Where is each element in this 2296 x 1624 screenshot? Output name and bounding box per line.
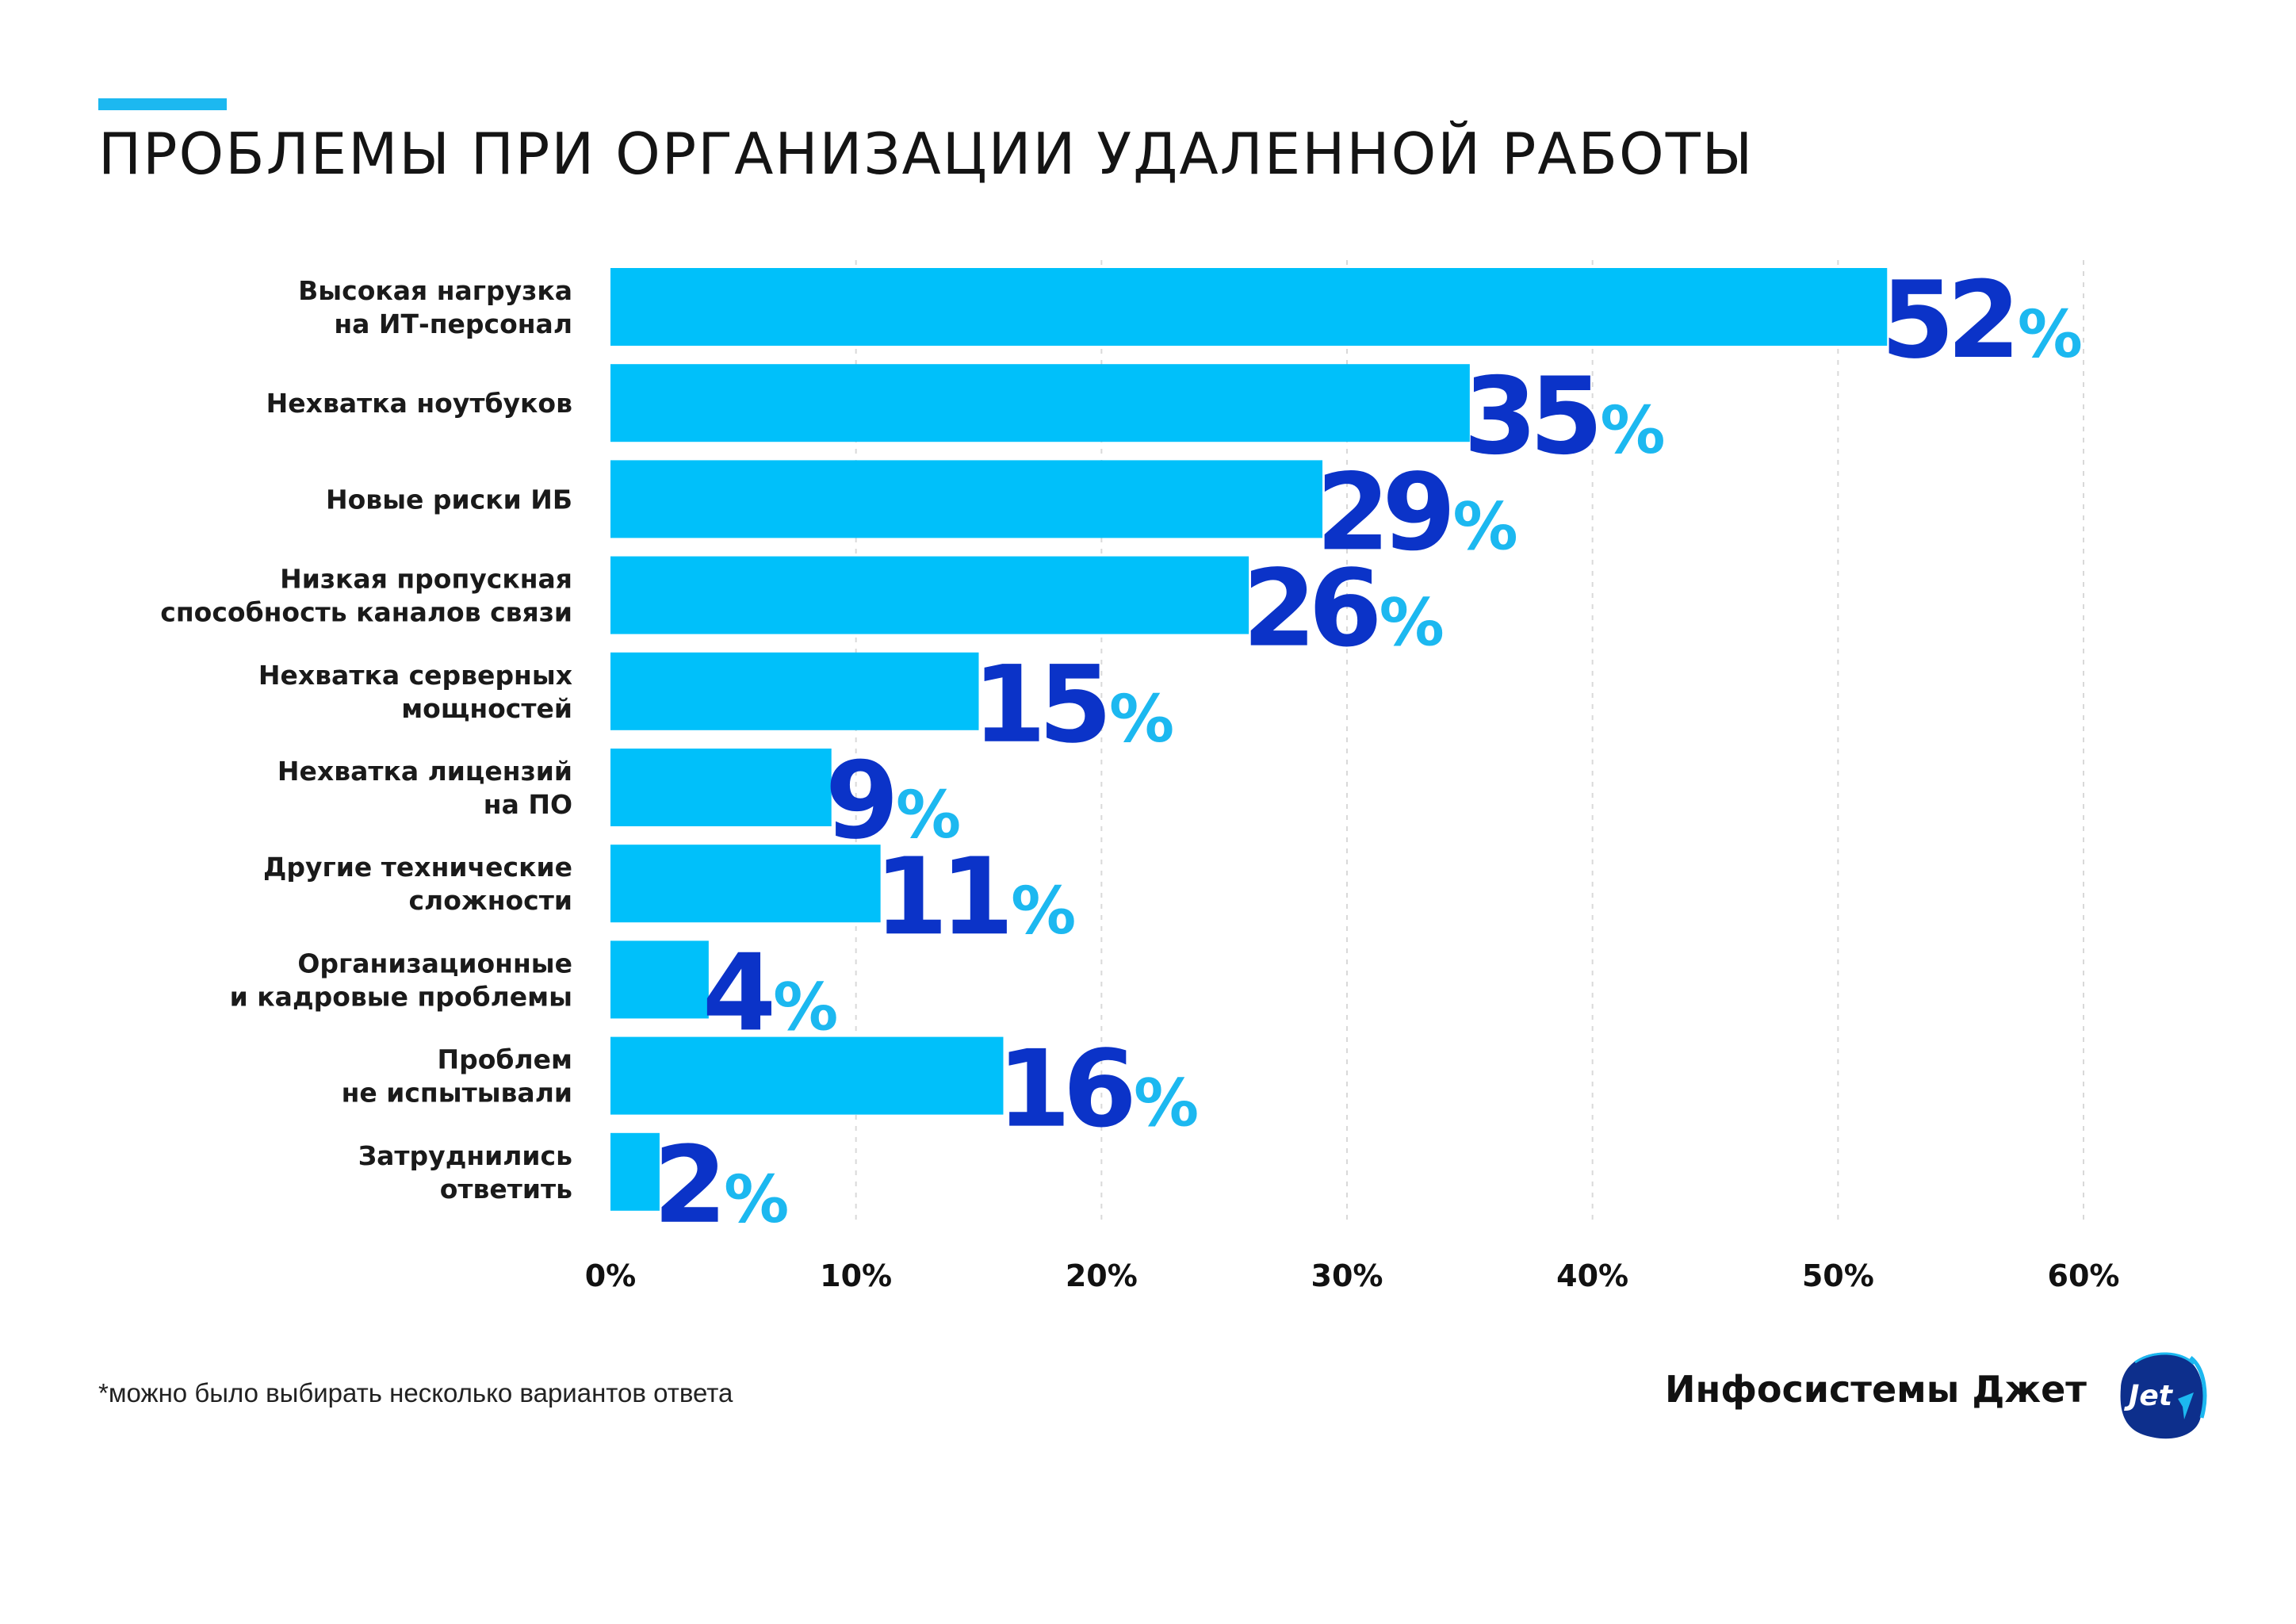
logo-text: Jet (2124, 1380, 2174, 1412)
category-label: Нехватка лицензий (277, 756, 572, 787)
value-percent-sign: % (724, 1162, 787, 1238)
page-title: ПРОБЛЕМЫ ПРИ ОРГАНИЗАЦИИ УДАЛЕННОЙ РАБОТ… (98, 121, 1755, 187)
value-label: 4% (702, 931, 836, 1055)
bar (610, 460, 1323, 538)
x-tick-label: 20% (1066, 1258, 1138, 1293)
title-accent-line (98, 98, 227, 110)
category-label: на ПО (484, 789, 572, 820)
bar (610, 1132, 660, 1211)
value-label: 2% (653, 1124, 787, 1247)
bar (610, 940, 709, 1019)
value-percent-sign: % (773, 970, 836, 1045)
value-percent-sign: % (1134, 1067, 1197, 1142)
category-label: Затруднились (358, 1140, 572, 1171)
category-label: Низкая пропускная (280, 564, 572, 595)
x-tick-label: 0% (585, 1258, 637, 1293)
bar (610, 556, 1249, 634)
category-label: не испытывали (342, 1078, 572, 1109)
bar (610, 652, 979, 730)
x-tick-label: 60% (2048, 1258, 2120, 1293)
bar (610, 749, 832, 826)
value-percent-sign: % (2018, 297, 2081, 373)
value-percent-sign: % (1453, 489, 1517, 565)
category-label: Новые риски ИБ (326, 484, 572, 515)
value-percent-sign: % (1011, 874, 1074, 949)
category-label: и кадровые проблемы (230, 981, 572, 1012)
footnote: *можно было выбирать несколько вариантов… (98, 1378, 733, 1408)
category-label: Проблем (438, 1044, 572, 1075)
value-label: 16% (997, 1028, 1196, 1151)
value-label: 11% (874, 835, 1074, 959)
category-label: Высокая нагрузка (298, 275, 572, 306)
company-name: Инфосистемы Джет (1665, 1368, 2087, 1411)
bar (610, 1036, 1004, 1115)
value-label: 52% (1881, 259, 2080, 382)
x-tick-label: 30% (1311, 1258, 1383, 1293)
x-tick-label: 10% (820, 1258, 892, 1293)
category-label: мощностей (401, 693, 572, 724)
category-label: способность каналов связи (160, 597, 572, 628)
bar (610, 845, 881, 923)
category-label: ответить (440, 1174, 572, 1205)
x-tick-label: 40% (1556, 1258, 1628, 1293)
value-percent-sign: % (1109, 682, 1173, 757)
value-label: 15% (973, 643, 1173, 767)
category-label: сложности (408, 885, 572, 916)
category-label: Нехватка ноутбуков (266, 388, 572, 419)
value-label: 35% (1464, 354, 1663, 478)
value-percent-sign: % (1380, 586, 1443, 661)
x-tick-label: 50% (1802, 1258, 1874, 1293)
bar (610, 268, 1888, 346)
value-percent-sign: % (1600, 393, 1663, 469)
jet-logo-icon: Jet (2120, 1352, 2207, 1439)
category-label: Другие технические (263, 852, 572, 883)
category-label: на ИТ-персонал (334, 308, 572, 339)
category-label: Организационные (297, 948, 572, 979)
category-label: Нехватка серверных (258, 660, 572, 691)
bar (610, 364, 1470, 442)
